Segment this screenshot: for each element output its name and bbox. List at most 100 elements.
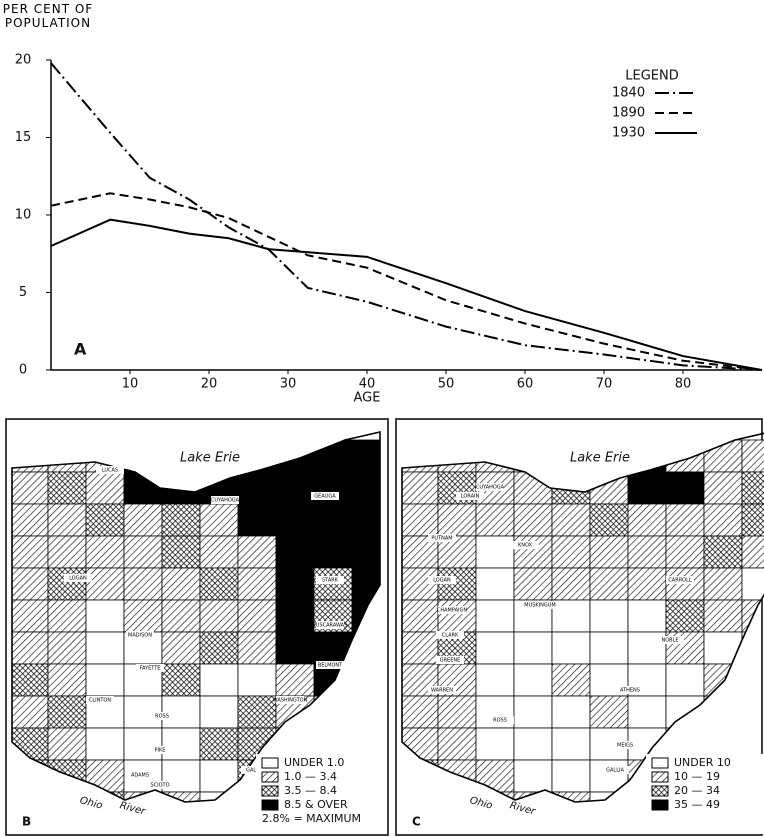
county	[514, 568, 552, 600]
county	[438, 504, 476, 536]
legend-label: 3.5 — 8.4	[284, 784, 337, 797]
county-label: BELMONT	[318, 663, 343, 669]
county	[742, 472, 764, 504]
county	[10, 760, 48, 792]
county	[238, 600, 276, 632]
county	[86, 632, 124, 664]
county	[86, 728, 124, 760]
legend-label: 1.0 — 3.4	[284, 770, 337, 783]
panel-label: A	[74, 340, 87, 359]
county	[124, 600, 162, 632]
county	[124, 568, 162, 600]
county-label: WASHINGTON	[273, 698, 308, 704]
x-tick-label: 50	[438, 377, 455, 392]
county	[552, 792, 590, 824]
county	[400, 760, 438, 792]
county	[552, 632, 590, 664]
county	[704, 536, 742, 568]
county	[590, 632, 628, 664]
county	[514, 440, 552, 472]
legend-label: 1890	[612, 106, 645, 121]
map-panel: LUCASCUYAHOGAGEAUGASTARKTUSCARAWASBELMON…	[6, 419, 390, 835]
county	[476, 728, 514, 760]
county	[514, 696, 552, 728]
legend-swatch	[262, 786, 278, 796]
county	[162, 568, 200, 600]
county	[666, 536, 704, 568]
county	[162, 472, 200, 504]
county	[86, 536, 124, 568]
county	[200, 696, 238, 728]
county	[48, 568, 86, 600]
county	[514, 728, 552, 760]
county	[742, 536, 764, 568]
county	[400, 632, 438, 664]
county	[276, 440, 314, 472]
legend-swatch	[262, 800, 278, 810]
county-label: CUYAHOGA	[211, 498, 240, 504]
county	[666, 600, 704, 632]
county	[742, 568, 764, 600]
county-label: LORAIN	[461, 494, 480, 500]
figure: A AGE LEGEND 051015201020304050607080184…	[0, 0, 764, 837]
county	[86, 472, 124, 504]
county-label: ADAMS	[131, 773, 149, 779]
county	[476, 568, 514, 600]
county	[162, 792, 200, 824]
county	[742, 440, 764, 472]
y-axis-label: PER CENT OF POPULATION	[0, 2, 96, 30]
county-label: LOGAN	[69, 576, 87, 582]
county-label: PIKE	[155, 748, 166, 754]
county	[48, 664, 86, 696]
county	[10, 472, 48, 504]
county	[352, 504, 390, 536]
county	[48, 760, 86, 792]
map-panel: LORAINCUYAHOGAPUTNAMLOGANCHAMPAIGNCLARKG…	[396, 419, 764, 835]
county	[124, 536, 162, 568]
county	[200, 632, 238, 664]
county-label: MADISON	[128, 633, 152, 639]
county	[704, 632, 742, 664]
county-label: MEIGS	[617, 743, 633, 749]
county-label: CARROLL	[668, 578, 692, 584]
y-tick-label: 5	[19, 285, 27, 300]
county	[552, 600, 590, 632]
x-tick-label: 80	[675, 377, 692, 392]
county	[742, 664, 764, 696]
county	[704, 568, 742, 600]
county	[628, 504, 666, 536]
county	[552, 536, 590, 568]
county	[238, 536, 276, 568]
county-label: ATHENS	[620, 688, 640, 694]
county	[666, 664, 704, 696]
county	[276, 664, 314, 696]
county	[590, 600, 628, 632]
county	[86, 760, 124, 792]
river-label: River	[118, 800, 147, 818]
county	[590, 696, 628, 728]
county	[124, 728, 162, 760]
county	[48, 728, 86, 760]
county	[438, 760, 476, 792]
county	[628, 536, 666, 568]
legend-swatch	[652, 786, 668, 796]
county	[86, 504, 124, 536]
county	[314, 536, 352, 568]
county	[200, 728, 238, 760]
county	[48, 504, 86, 536]
legend-label: 10 — 19	[674, 770, 720, 783]
county	[238, 664, 276, 696]
county	[10, 536, 48, 568]
county	[162, 664, 200, 696]
county	[86, 568, 124, 600]
county	[742, 504, 764, 536]
x-tick-label: 20	[201, 377, 218, 392]
county	[162, 600, 200, 632]
county-label: CHAMPAIGN	[437, 608, 467, 614]
x-tick-label: 30	[280, 377, 297, 392]
county	[276, 600, 314, 632]
county	[628, 568, 666, 600]
county	[162, 728, 200, 760]
county	[200, 600, 238, 632]
lake-label: Lake Erie	[570, 451, 630, 466]
